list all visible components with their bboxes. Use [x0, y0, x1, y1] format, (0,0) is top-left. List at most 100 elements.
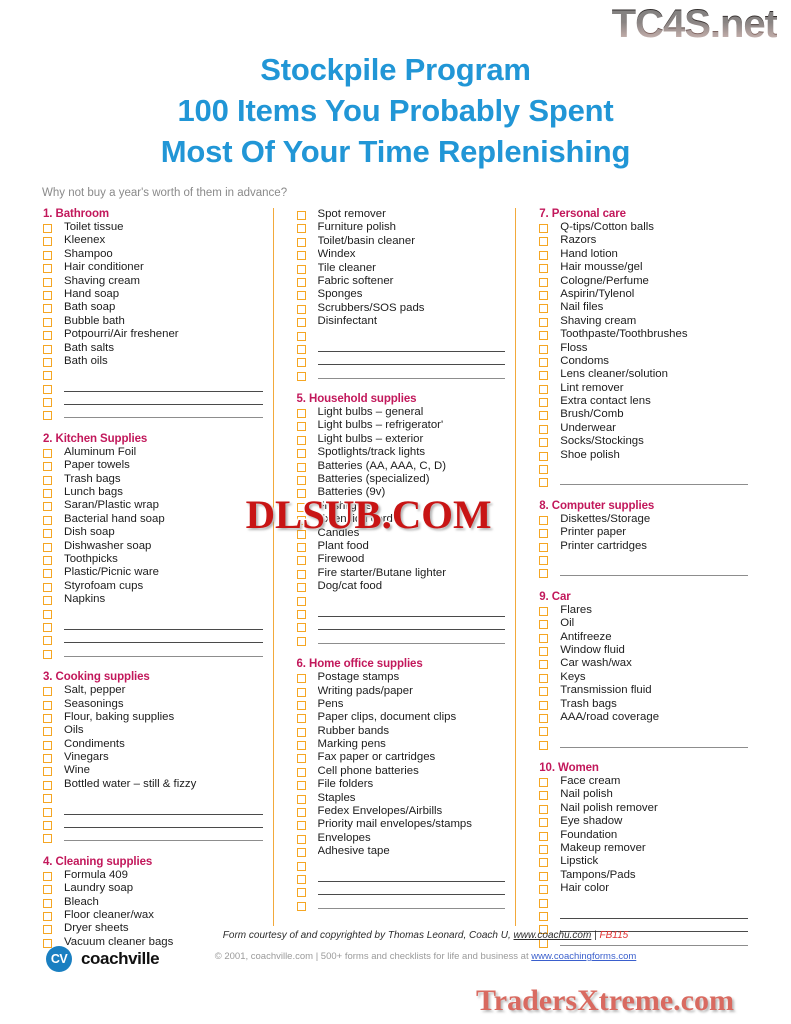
checkbox-icon[interactable]: [296, 502, 306, 512]
checkbox-icon[interactable]: [43, 713, 52, 723]
checkbox-icon[interactable]: [539, 250, 549, 260]
checkbox-icon[interactable]: [539, 478, 549, 488]
checklist-item[interactable]: Socks/Stockings: [534, 435, 754, 448]
checklist-item[interactable]: Toothpicks: [38, 553, 269, 566]
checkbox-icon[interactable]: [43, 925, 52, 935]
checklist-item[interactable]: Pens: [292, 698, 512, 711]
checklist-item[interactable]: Wine: [38, 764, 269, 777]
checklist-blank-item[interactable]: [38, 607, 269, 620]
checkbox-icon[interactable]: [539, 804, 549, 814]
checkbox-icon[interactable]: [539, 673, 549, 683]
checkbox-icon[interactable]: [539, 845, 549, 855]
checkbox-icon[interactable]: [539, 317, 549, 327]
checklist-item[interactable]: Bacterial hand soap: [38, 513, 269, 526]
checklist-item[interactable]: Makeup remover: [534, 842, 754, 855]
checklist-blank-item[interactable]: [38, 791, 269, 804]
checklist-blank-item[interactable]: [292, 872, 512, 885]
checklist-item[interactable]: Aspirin/Tylenol: [534, 288, 754, 301]
checkbox-icon[interactable]: [296, 888, 306, 898]
checkbox-icon[interactable]: [539, 224, 549, 233]
checklist-item[interactable]: Shaving cream: [38, 275, 269, 288]
checkbox-icon[interactable]: [296, 476, 306, 486]
checkbox-icon[interactable]: [296, 596, 306, 606]
checkbox-icon[interactable]: [296, 754, 306, 764]
checklist-item[interactable]: Batteries (9v): [292, 486, 512, 499]
checklist-item[interactable]: Envelopes: [292, 832, 512, 845]
checklist-blank-item[interactable]: [534, 738, 754, 751]
checklist-item[interactable]: Plastic/Picnic ware: [38, 566, 269, 579]
checklist-item[interactable]: Disinfectant: [292, 315, 512, 328]
checklist-item[interactable]: Face cream: [534, 775, 754, 788]
checklist-item[interactable]: Adhesive tape: [292, 845, 512, 858]
checkbox-icon[interactable]: [43, 636, 52, 646]
checkbox-icon[interactable]: [43, 780, 52, 790]
write-in-rule[interactable]: [560, 931, 748, 933]
checkbox-icon[interactable]: [43, 555, 52, 565]
checkbox-icon[interactable]: [539, 371, 549, 381]
checkbox-icon[interactable]: [296, 781, 306, 791]
checklist-blank-item[interactable]: [38, 647, 269, 660]
checkbox-icon[interactable]: [296, 874, 306, 884]
checkbox-icon[interactable]: [296, 422, 306, 432]
checkbox-icon[interactable]: [539, 938, 549, 948]
checklist-item[interactable]: Spotlights/track lights: [292, 446, 512, 459]
checklist-item[interactable]: Light bulbs – exterior: [292, 433, 512, 446]
checklist-item[interactable]: Dishwasher soap: [38, 540, 269, 553]
checkbox-icon[interactable]: [296, 237, 306, 247]
checklist-item[interactable]: Hair mousse/gel: [534, 261, 754, 274]
checkbox-icon[interactable]: [539, 344, 549, 354]
checkbox-icon[interactable]: [296, 808, 306, 818]
checkbox-icon[interactable]: [43, 649, 52, 659]
checkbox-icon[interactable]: [43, 384, 52, 394]
checkbox-icon[interactable]: [43, 264, 52, 274]
checkbox-icon[interactable]: [296, 714, 306, 724]
checklist-item[interactable]: Nail polish: [534, 788, 754, 801]
checklist-item[interactable]: Staples: [292, 792, 512, 805]
write-in-rule[interactable]: [64, 628, 263, 630]
checkbox-icon[interactable]: [43, 371, 52, 381]
checklist-item[interactable]: Bottled water – still & fizzy: [38, 778, 269, 791]
checkbox-icon[interactable]: [539, 451, 549, 461]
checklist-item[interactable]: Trash bags: [534, 698, 754, 711]
checkbox-icon[interactable]: [43, 398, 52, 408]
checkbox-icon[interactable]: [296, 834, 306, 844]
checkbox-icon[interactable]: [43, 767, 52, 777]
checklist-item[interactable]: Hair conditioner: [38, 261, 269, 274]
checklist-blank-item[interactable]: [534, 724, 754, 737]
checklist-item[interactable]: Writing pads/paper: [292, 685, 512, 698]
checkbox-icon[interactable]: [539, 871, 549, 881]
checklist-item[interactable]: Toilet tissue: [38, 221, 269, 234]
checkbox-icon[interactable]: [296, 344, 306, 354]
checklist-item[interactable]: Priority mail envelopes/stamps: [292, 818, 512, 831]
checkbox-icon[interactable]: [43, 304, 52, 314]
checkbox-icon[interactable]: [539, 555, 549, 565]
checklist-item[interactable]: Saran/Plastic wrap: [38, 499, 269, 512]
checkbox-icon[interactable]: [43, 700, 52, 710]
checklist-item[interactable]: Lunch bags: [38, 486, 269, 499]
checkbox-icon[interactable]: [539, 438, 549, 448]
checklist-item[interactable]: Shaving cream: [534, 315, 754, 328]
checklist-item[interactable]: Antifreeze: [534, 631, 754, 644]
checklist-item[interactable]: Postage stamps: [292, 671, 512, 684]
checkbox-icon[interactable]: [43, 515, 52, 525]
checklist-item[interactable]: Firewood: [292, 553, 512, 566]
write-in-rule[interactable]: [317, 880, 506, 882]
checklist-item[interactable]: Trash bags: [38, 473, 269, 486]
checklist-blank-item[interactable]: [38, 633, 269, 646]
checklist-item[interactable]: Dish soap: [38, 526, 269, 539]
checkbox-icon[interactable]: [296, 861, 306, 871]
checkbox-icon[interactable]: [296, 848, 306, 858]
checklist-item[interactable]: Condoms: [534, 355, 754, 368]
checklist-item[interactable]: Vinegars: [38, 751, 269, 764]
checkbox-icon[interactable]: [296, 609, 306, 619]
checklist-item[interactable]: Kleenex: [38, 234, 269, 247]
checkbox-icon[interactable]: [296, 462, 306, 472]
checkbox-icon[interactable]: [43, 344, 52, 354]
checkbox-icon[interactable]: [43, 596, 52, 606]
checkbox-icon[interactable]: [43, 250, 52, 260]
write-in-rule[interactable]: [560, 484, 748, 486]
checklist-item[interactable]: Diskettes/Storage: [534, 513, 754, 526]
checklist-blank-item[interactable]: [534, 475, 754, 488]
checkbox-icon[interactable]: [539, 885, 549, 895]
checklist-blank-item[interactable]: [292, 369, 512, 382]
